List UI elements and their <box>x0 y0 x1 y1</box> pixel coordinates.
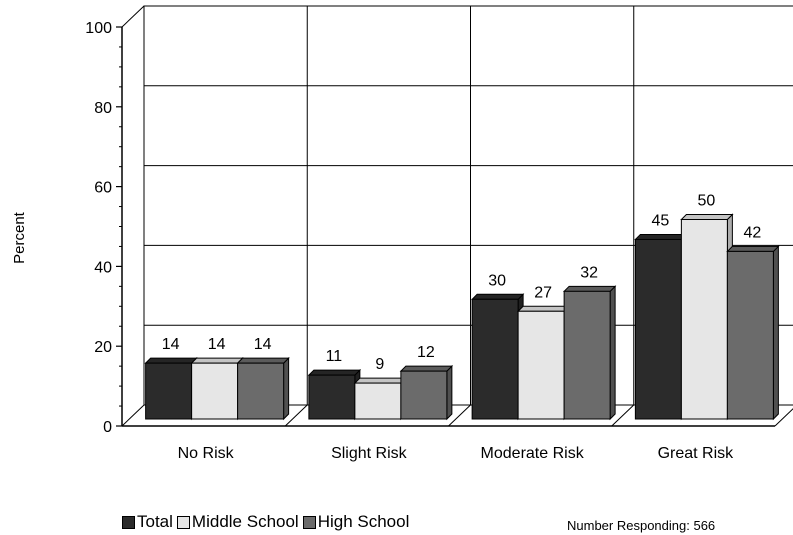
bar-middle-school-no-risk <box>190 356 244 421</box>
data-label: 14 <box>208 336 226 353</box>
floor-divider <box>448 404 471 427</box>
bar-front <box>726 250 774 420</box>
bar-total-slight-risk <box>307 368 362 421</box>
bar-middle-school-great-risk <box>680 213 734 421</box>
bar-front <box>308 374 356 420</box>
bar-front <box>191 362 239 420</box>
bar-side <box>283 356 290 421</box>
bar-front <box>563 290 611 420</box>
gridlines <box>144 6 793 427</box>
bar-front <box>517 310 565 420</box>
bar-middle-school-moderate-risk <box>516 305 571 421</box>
bar-top <box>190 357 244 364</box>
bar-high-school-great-risk <box>726 245 780 421</box>
bar-top <box>353 377 408 384</box>
y-tick-label: 100 <box>85 20 112 37</box>
y-axis-ticks: 0 20 40 60 80 100 <box>85 20 122 436</box>
bar-top <box>236 357 290 364</box>
y-tick-label: 80 <box>94 100 112 117</box>
legend-item-high-school: High School <box>302 512 410 532</box>
data-label: 14 <box>162 336 180 353</box>
bar-side <box>772 245 779 421</box>
floor-divider <box>611 404 635 427</box>
legend-swatch <box>302 515 316 529</box>
bar-top <box>726 245 780 252</box>
data-label: 27 <box>534 284 552 301</box>
bar-high-school-slight-risk <box>399 364 454 421</box>
floor-right-edge <box>774 408 793 427</box>
data-label: 9 <box>375 356 384 373</box>
y-tick-label: 60 <box>94 180 112 197</box>
floor-divider <box>284 404 308 427</box>
bar-high-school-no-risk <box>236 356 290 421</box>
legend-label: Total <box>137 512 173 531</box>
bar-side <box>446 364 453 421</box>
data-labels: 14 14 14 11 9 12 30 27 32 45 50 42 <box>162 193 762 374</box>
y-axis-label: Percent <box>11 211 28 264</box>
data-label: 50 <box>697 193 715 210</box>
bar-top <box>144 357 198 364</box>
data-label: 42 <box>743 224 761 241</box>
side-wall-top-edge <box>121 5 145 28</box>
bar-top <box>634 233 688 240</box>
bar-front <box>237 362 285 420</box>
bar-top <box>470 293 525 300</box>
bar-high-school-moderate-risk <box>562 285 617 421</box>
y-tick-label: 20 <box>94 339 112 356</box>
bar-top <box>680 214 734 220</box>
bar-chart: 0 20 40 60 80 100 14 14 14 11 9 12 30 27 32 45 50 42 No … <box>11 5 793 462</box>
bar-total-great-risk <box>634 233 688 421</box>
bar-front <box>400 370 448 420</box>
legend-swatch <box>122 515 135 529</box>
bar-front <box>634 238 682 420</box>
x-tick-label: Moderate Risk <box>481 445 585 462</box>
bar-front <box>680 219 728 420</box>
legend-label: High School <box>317 512 410 531</box>
data-label: 14 <box>254 336 272 353</box>
bar-middle-school-slight-risk <box>353 376 408 421</box>
data-label: 45 <box>651 212 669 229</box>
bar-top <box>399 365 454 372</box>
y-tick-label: 0 <box>103 419 112 436</box>
x-tick-label: No Risk <box>178 445 235 462</box>
bar-total-no-risk <box>144 356 198 421</box>
category-labels: No Risk Slight Risk Moderate Risk Great Ris… <box>178 445 735 462</box>
legend-item-total: Total <box>122 512 173 532</box>
legend-label: Middle School <box>191 512 299 531</box>
bar-front <box>471 298 519 420</box>
data-label: 11 <box>326 348 343 365</box>
number-responding-note: Number Responding: 566 <box>567 518 716 533</box>
x-tick-label: Slight Risk <box>331 445 408 462</box>
legend-swatch <box>176 515 190 529</box>
floor-left-edge <box>121 404 145 427</box>
legend: Total Middle School High School <box>122 512 413 532</box>
bar-top <box>307 369 362 376</box>
bar-top <box>562 285 617 292</box>
data-label: 30 <box>488 272 506 289</box>
bar-front <box>354 382 402 420</box>
y-tick-label: 40 <box>94 259 112 276</box>
bar-total-moderate-risk <box>470 293 525 421</box>
bar-side <box>609 285 616 421</box>
data-label: 12 <box>417 344 435 361</box>
bar-front <box>145 362 193 420</box>
x-tick-label: Great Risk <box>658 445 735 462</box>
legend-item-middle-school: Middle School <box>176 512 299 532</box>
data-label: 32 <box>580 264 598 281</box>
bar-top <box>516 305 571 312</box>
bars <box>144 213 780 421</box>
